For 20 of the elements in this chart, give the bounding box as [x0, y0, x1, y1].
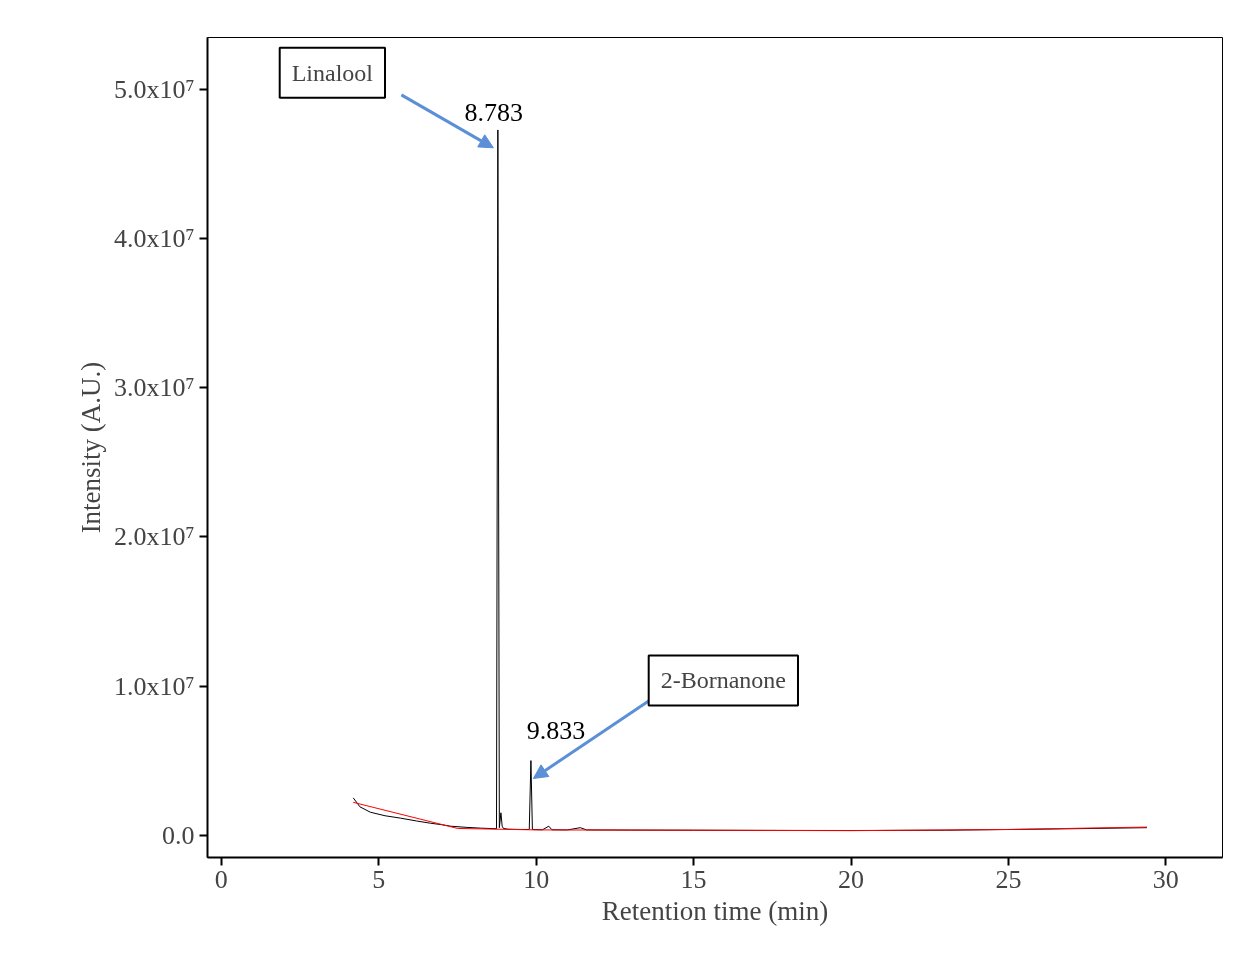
y-tick-label: 5.0x10⁷ — [113, 75, 195, 105]
y-tick-label: 2.0x10⁷ — [113, 522, 195, 552]
x-tick-label: 15 — [680, 864, 707, 894]
y-tick-label: 3.0x10⁷ — [113, 373, 195, 403]
annotation: 9.833 — [526, 715, 586, 745]
x-axis-title: Retention time (min) — [601, 895, 829, 926]
x-tick-label: 30 — [1152, 864, 1179, 894]
y-axis-title: Intensity (A.U.) — [75, 361, 106, 534]
annotation: 8.783 — [464, 97, 524, 127]
y-tick-label: 1.0x10⁷ — [113, 671, 195, 701]
x-tick-label: 20 — [838, 864, 864, 894]
x-tick-label: 10 — [523, 864, 550, 894]
y-tick-label: 0.0 — [162, 820, 195, 850]
annotation: 2-Bornanone — [660, 667, 786, 694]
x-tick-label: 25 — [995, 864, 1022, 894]
annotation: Linalool — [291, 59, 374, 86]
x-tick-label: 0 — [214, 864, 228, 894]
line-series — [352, 801, 1148, 832]
y-tick-label: 4.0x10⁷ — [113, 224, 195, 254]
x-tick-label: 5 — [372, 864, 386, 894]
